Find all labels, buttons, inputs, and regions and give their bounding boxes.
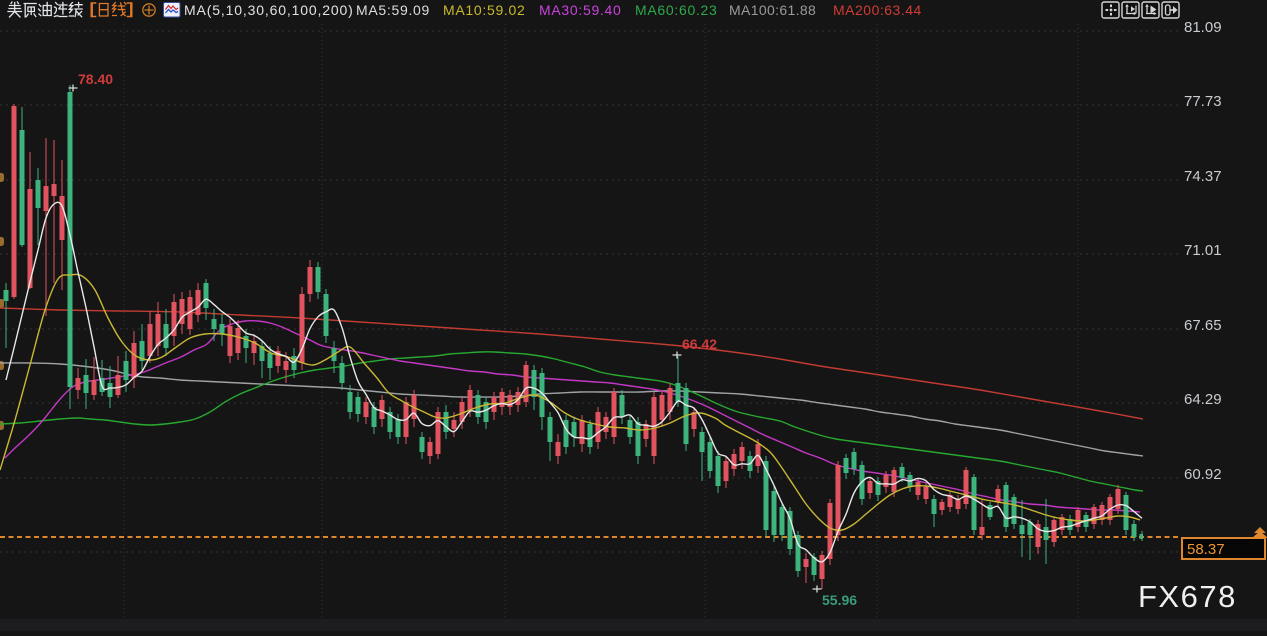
svg-text:66.42: 66.42 <box>682 336 717 352</box>
svg-text:77.73: 77.73 <box>1184 93 1222 110</box>
svg-text:MA200:63.44: MA200:63.44 <box>833 2 922 18</box>
svg-text:55.96: 55.96 <box>822 592 857 608</box>
svg-text:64.29: 64.29 <box>1184 391 1222 408</box>
svg-text:MA60:60.23: MA60:60.23 <box>635 2 718 18</box>
svg-text:MA30:59.40: MA30:59.40 <box>539 2 622 18</box>
svg-text:MA(5,10,30,60,100,200): MA(5,10,30,60,100,200) <box>184 2 354 18</box>
svg-text:MA100:61.88: MA100:61.88 <box>729 2 816 18</box>
svg-text:71.01: 71.01 <box>1184 242 1222 259</box>
svg-text:67.65: 67.65 <box>1184 317 1222 334</box>
svg-text:60.92: 60.92 <box>1184 466 1222 483</box>
svg-text:81.09: 81.09 <box>1184 19 1222 36</box>
svg-text:FX678: FX678 <box>1138 579 1237 614</box>
svg-text:MA5:59.09: MA5:59.09 <box>356 2 430 18</box>
svg-text:74.37: 74.37 <box>1184 168 1222 185</box>
svg-text:58.37: 58.37 <box>1187 541 1225 558</box>
svg-text:78.40: 78.40 <box>78 71 113 87</box>
svg-text:MA10:59.02: MA10:59.02 <box>443 2 526 18</box>
